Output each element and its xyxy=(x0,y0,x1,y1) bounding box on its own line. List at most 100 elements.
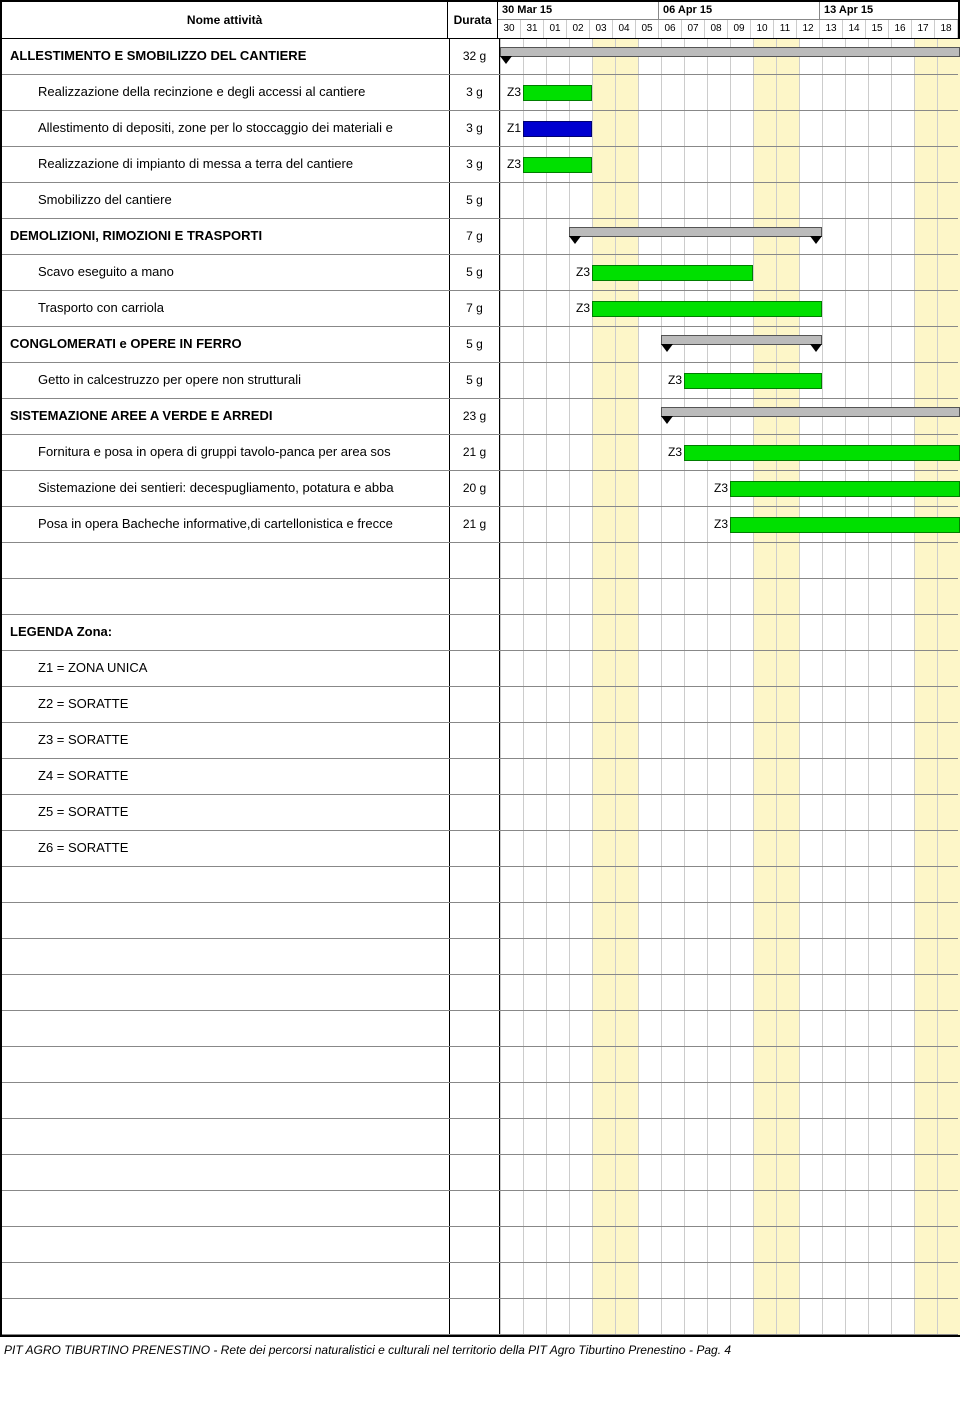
summary-bar xyxy=(569,227,822,237)
gantt-cell: Z3 xyxy=(500,471,958,506)
activity-duration xyxy=(450,615,500,650)
day-label: 30 xyxy=(498,20,521,38)
day-row: 3031010203040506070809101112131415161718 xyxy=(498,20,958,38)
page-footer: PIT AGRO TIBURTINO PRENESTINO - Rete dei… xyxy=(0,1337,960,1361)
gantt-cell xyxy=(500,939,958,974)
gantt-cell xyxy=(500,903,958,938)
activity-duration xyxy=(450,1047,500,1082)
gantt-cell: Z3 xyxy=(500,435,958,470)
day-label: 05 xyxy=(636,20,659,38)
activity-duration xyxy=(450,1299,500,1334)
activity-duration xyxy=(450,687,500,722)
table-row xyxy=(2,867,958,903)
activity-name xyxy=(2,543,450,578)
task-bar xyxy=(684,445,960,461)
activity-name xyxy=(2,1191,450,1226)
activity-duration: 21 g xyxy=(450,435,500,470)
gantt-cell xyxy=(500,399,958,434)
gantt-cell xyxy=(500,1191,958,1226)
day-label: 17 xyxy=(912,20,935,38)
gantt-cell xyxy=(500,1047,958,1082)
gantt-cell xyxy=(500,183,958,218)
activity-duration xyxy=(450,1263,500,1298)
gantt-cell xyxy=(500,1119,958,1154)
table-row: SISTEMAZIONE AREE A VERDE E ARREDI23 g xyxy=(2,399,958,435)
activity-duration: 32 g xyxy=(450,39,500,74)
table-row xyxy=(2,903,958,939)
activity-duration: 3 g xyxy=(450,75,500,110)
gantt-cell: Z3 xyxy=(500,363,958,398)
activity-name: Fornitura e posa in opera di gruppi tavo… xyxy=(2,435,450,470)
task-bar xyxy=(523,121,592,137)
day-label: 03 xyxy=(590,20,613,38)
gantt-cell xyxy=(500,723,958,758)
day-label: 16 xyxy=(889,20,912,38)
activity-name: Z2 = SORATTE xyxy=(2,687,450,722)
table-row xyxy=(2,1155,958,1191)
activity-name xyxy=(2,1047,450,1082)
activity-duration: 5 g xyxy=(450,183,500,218)
zone-label: Z3 xyxy=(706,481,728,495)
day-label: 09 xyxy=(728,20,751,38)
activity-duration: 3 g xyxy=(450,111,500,146)
activity-name: Z3 = SORATTE xyxy=(2,723,450,758)
activity-duration: 7 g xyxy=(450,219,500,254)
activity-duration: 5 g xyxy=(450,363,500,398)
task-bar xyxy=(523,85,592,101)
activity-duration xyxy=(450,939,500,974)
table-row: Getto in calcestruzzo per opere non stru… xyxy=(2,363,958,399)
table-row: Trasporto con carriola7 gZ3 xyxy=(2,291,958,327)
activity-name xyxy=(2,1083,450,1118)
day-label: 08 xyxy=(705,20,728,38)
activity-duration: 5 g xyxy=(450,255,500,290)
activity-duration xyxy=(450,1119,500,1154)
activity-duration: 7 g xyxy=(450,291,500,326)
table-row xyxy=(2,1011,958,1047)
table-row xyxy=(2,975,958,1011)
activity-name xyxy=(2,1263,450,1298)
table-row: Fornitura e posa in opera di gruppi tavo… xyxy=(2,435,958,471)
day-label: 01 xyxy=(544,20,567,38)
day-label: 11 xyxy=(774,20,797,38)
day-label: 12 xyxy=(797,20,820,38)
summary-bar xyxy=(661,407,960,417)
week-row: 30 Mar 1506 Apr 1513 Apr 15 xyxy=(498,2,958,20)
table-row: Z4 = SORATTE xyxy=(2,759,958,795)
table-row: CONGLOMERATI e OPERE IN FERRO5 g xyxy=(2,327,958,363)
gantt-cell: Z3 xyxy=(500,147,958,182)
task-bar xyxy=(523,157,592,173)
gantt-cell xyxy=(500,1011,958,1046)
gantt-cell xyxy=(500,219,958,254)
table-row xyxy=(2,543,958,579)
activity-name xyxy=(2,903,450,938)
task-bar xyxy=(592,301,822,317)
activity-name xyxy=(2,1299,450,1334)
activity-name: Getto in calcestruzzo per opere non stru… xyxy=(2,363,450,398)
activity-name: CONGLOMERATI e OPERE IN FERRO xyxy=(2,327,450,362)
zone-label: Z3 xyxy=(660,445,682,459)
zone-label: Z3 xyxy=(706,517,728,531)
table-row xyxy=(2,1263,958,1299)
gantt-cell: Z3 xyxy=(500,291,958,326)
activity-name xyxy=(2,579,450,614)
table-row: Z6 = SORATTE xyxy=(2,831,958,867)
activity-name: Realizzazione di impianto di messa a ter… xyxy=(2,147,450,182)
gantt-cell xyxy=(500,327,958,362)
activity-name xyxy=(2,1011,450,1046)
activity-name xyxy=(2,1119,450,1154)
week-label: 13 Apr 15 xyxy=(820,2,958,19)
activity-name: Sistemazione dei sentieri: decespugliame… xyxy=(2,471,450,506)
table-row: Z1 = ZONA UNICA xyxy=(2,651,958,687)
task-bar xyxy=(592,265,753,281)
activity-name: SISTEMAZIONE AREE A VERDE E ARREDI xyxy=(2,399,450,434)
table-row xyxy=(2,939,958,975)
gantt-cell xyxy=(500,1263,958,1298)
day-label: 07 xyxy=(682,20,705,38)
activity-duration: 20 g xyxy=(450,471,500,506)
gantt-cell xyxy=(500,651,958,686)
week-label: 06 Apr 15 xyxy=(659,2,820,19)
activity-name: Posa in opera Bacheche informative,di ca… xyxy=(2,507,450,542)
table-row: Z5 = SORATTE xyxy=(2,795,958,831)
summary-bar xyxy=(661,335,822,345)
day-label: 10 xyxy=(751,20,774,38)
